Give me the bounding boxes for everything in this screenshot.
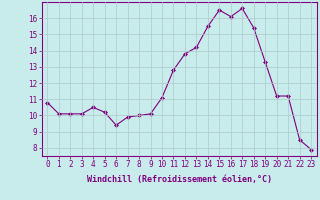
X-axis label: Windchill (Refroidissement éolien,°C): Windchill (Refroidissement éolien,°C) — [87, 175, 272, 184]
